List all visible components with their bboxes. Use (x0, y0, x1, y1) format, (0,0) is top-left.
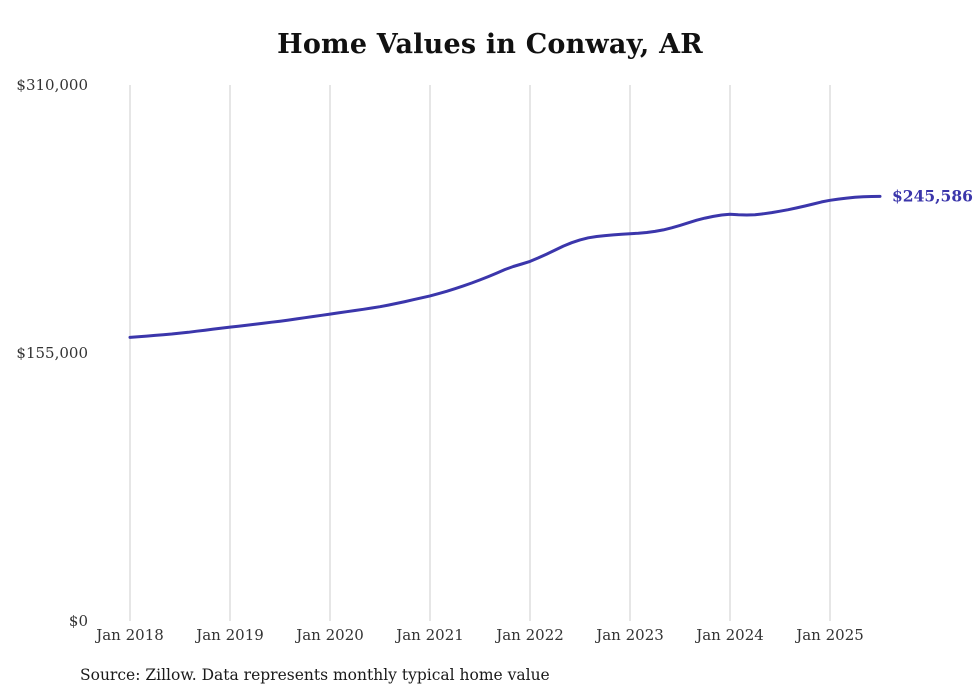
x-tick-label: Jan 2020 (294, 626, 364, 644)
x-tick-label: Jan 2024 (694, 626, 764, 644)
x-tick-label: Jan 2018 (94, 626, 164, 644)
x-tick-label: Jan 2025 (794, 626, 864, 644)
home-value-series-line (128, 194, 882, 339)
y-tick-label: $0 (69, 612, 88, 630)
end-value-label: $245,586 (892, 186, 973, 206)
y-tick-label: $155,000 (16, 344, 88, 362)
chart-title: Home Values in Conway, AR (277, 29, 703, 60)
x-tick-label: Jan 2023 (594, 626, 664, 644)
x-tick-label: Jan 2022 (494, 626, 564, 644)
x-tick-label: Jan 2021 (394, 626, 464, 644)
y-tick-label: $310,000 (16, 76, 88, 94)
source-note: Source: Zillow. Data represents monthly … (80, 666, 550, 684)
x-tick-label: Jan 2019 (194, 626, 264, 644)
